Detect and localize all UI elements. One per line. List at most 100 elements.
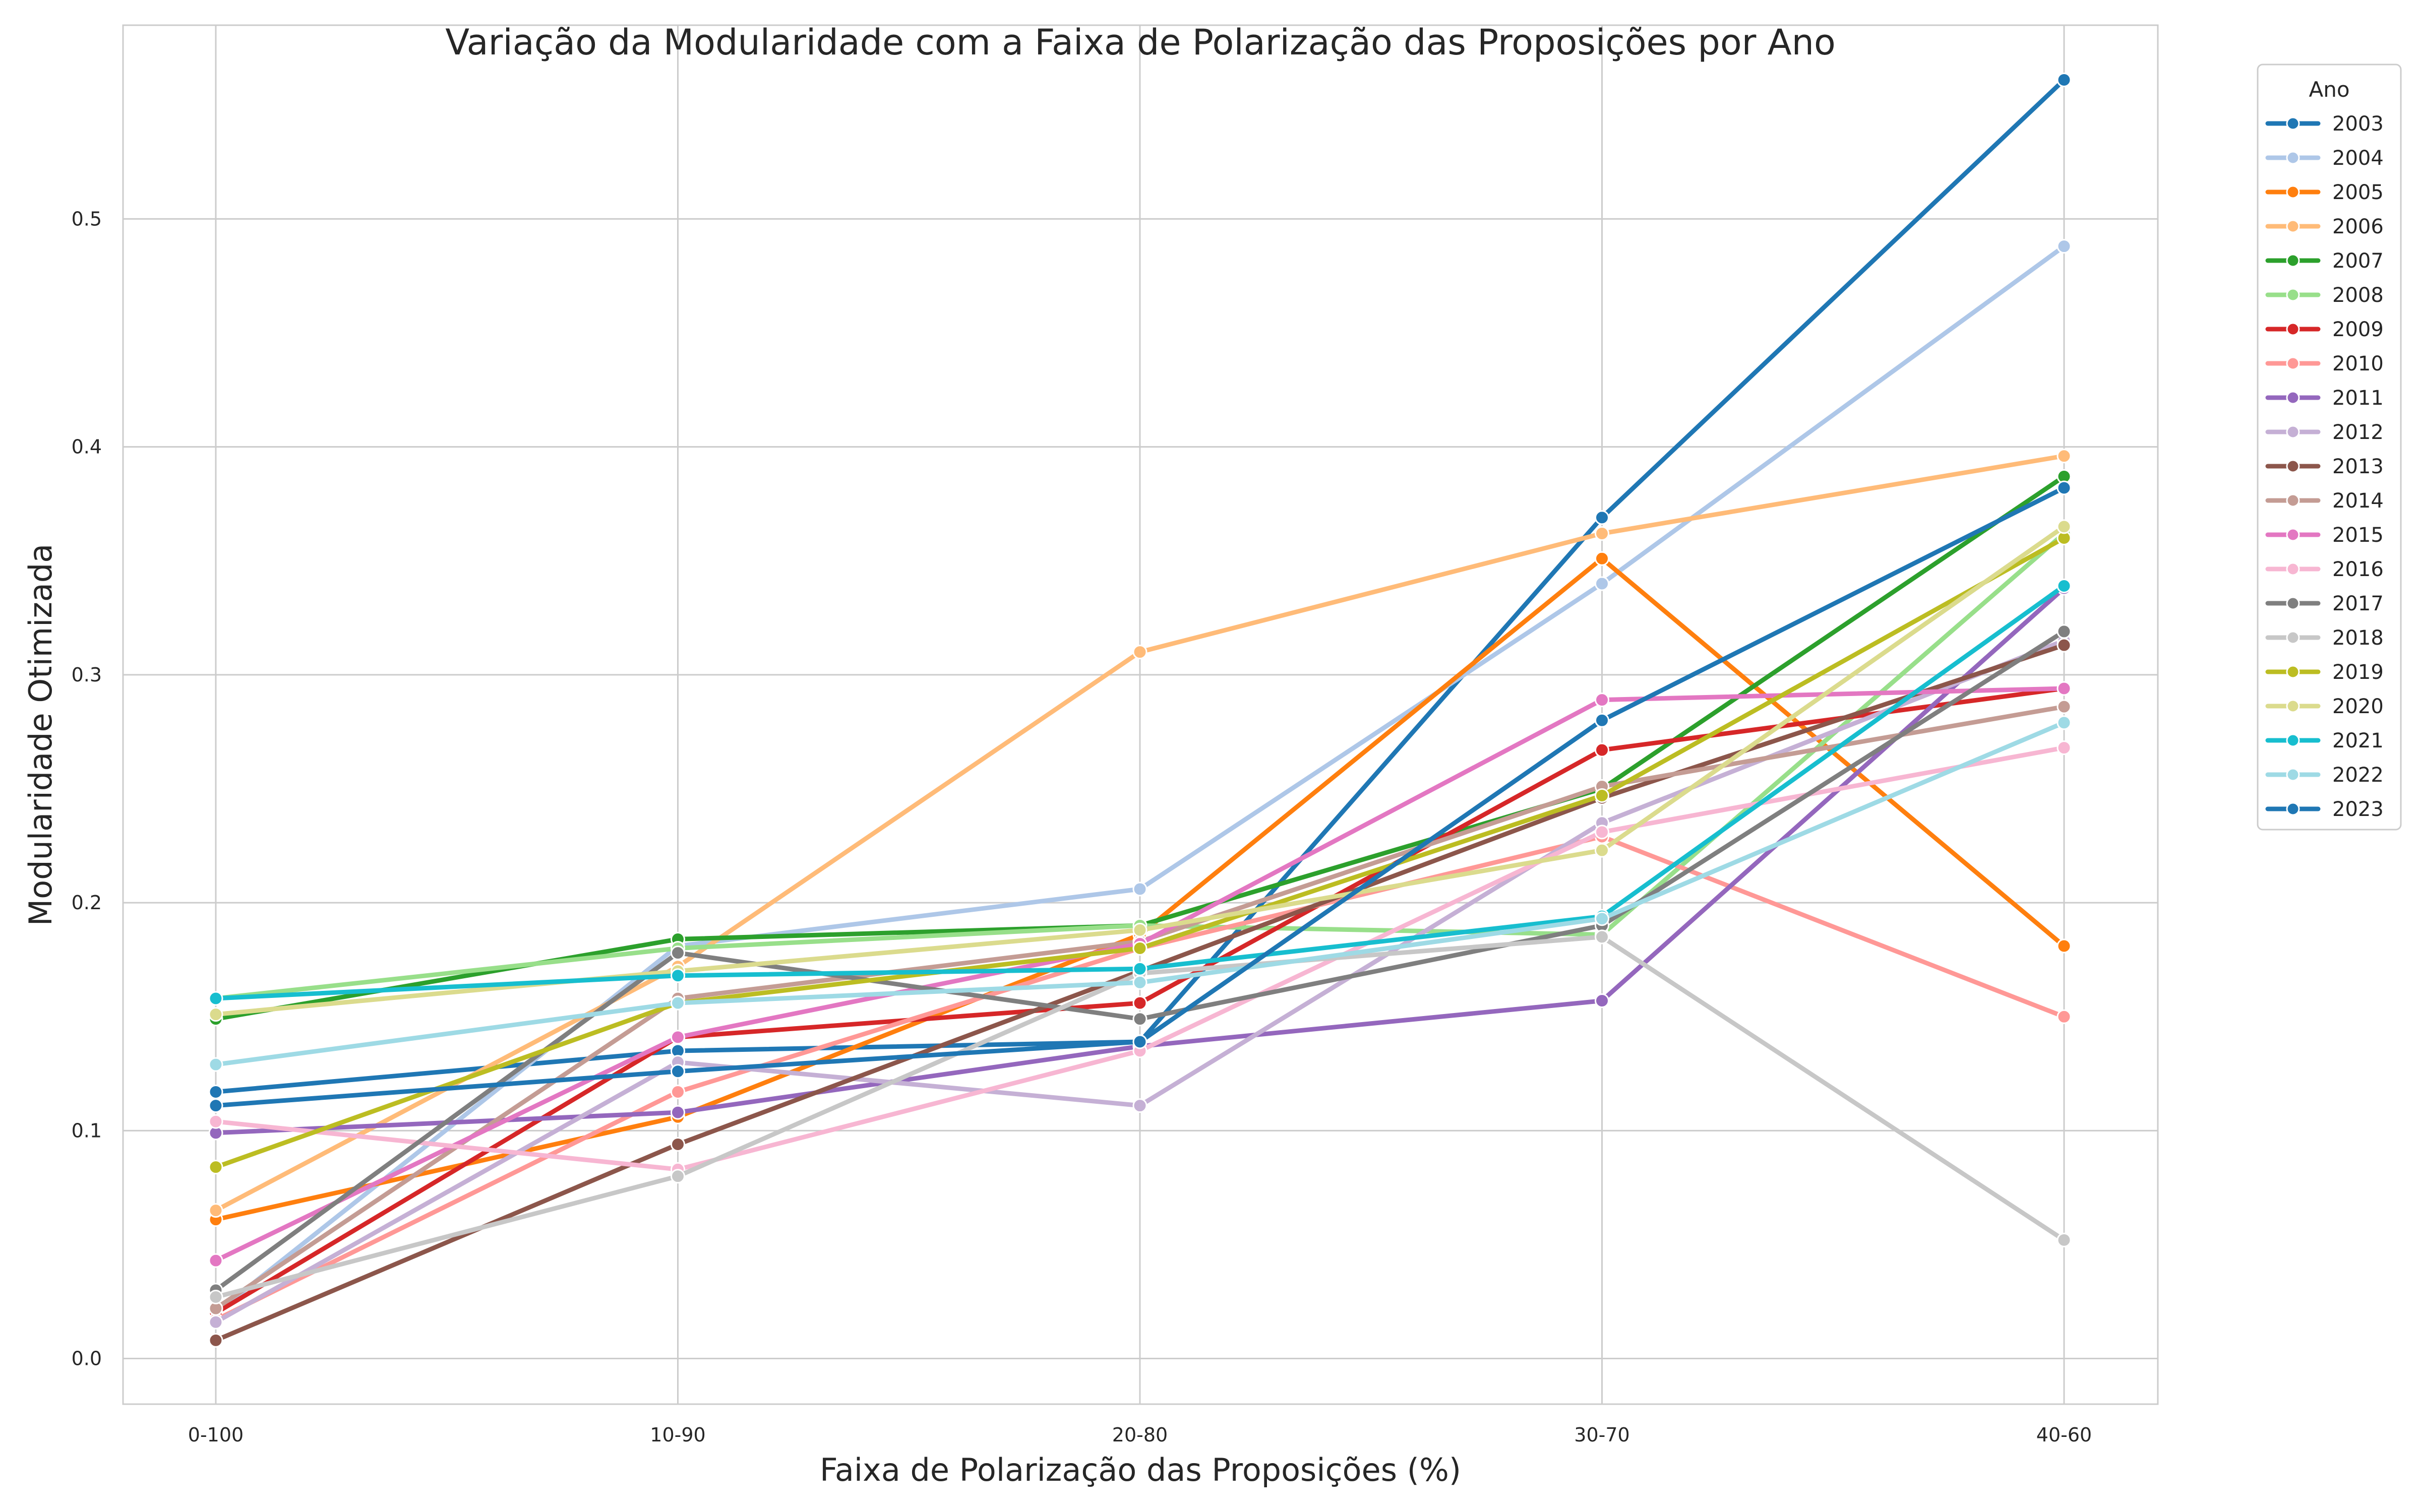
data-point — [208, 1114, 223, 1129]
legend-item: 2021 — [2265, 729, 2384, 752]
data-point — [671, 968, 685, 983]
data-point — [1132, 1098, 1147, 1113]
legend-marker — [2286, 493, 2300, 508]
data-point — [2056, 681, 2072, 696]
data-point — [1595, 825, 1609, 840]
legend-label: 2020 — [2332, 695, 2384, 718]
y-tick-label: 0.3 — [72, 664, 102, 686]
legend-label: 2012 — [2332, 421, 2384, 444]
legend-label: 2016 — [2332, 558, 2384, 581]
data-point — [1132, 645, 1147, 660]
data-point — [2056, 578, 2072, 593]
legend-label: 2014 — [2332, 489, 2384, 513]
y-axis-title: Modularidade Otimizada — [22, 544, 59, 926]
legend-item: 2003 — [2265, 112, 2384, 136]
data-point — [208, 1057, 223, 1072]
legend-marker — [2286, 185, 2300, 199]
legend-item: 2012 — [2265, 421, 2384, 444]
data-point — [671, 946, 685, 961]
series-2023 — [208, 480, 2072, 1113]
data-point — [2056, 519, 2072, 534]
data-point — [671, 1137, 685, 1152]
legend-label: 2013 — [2332, 455, 2384, 478]
data-point — [208, 1333, 223, 1348]
data-point — [1595, 713, 1609, 728]
legend-marker — [2286, 699, 2300, 713]
legend-title: Ano — [2309, 77, 2349, 102]
data-point — [1595, 843, 1609, 858]
legend-label: 2010 — [2332, 352, 2384, 375]
legend-label: 2023 — [2332, 798, 2384, 821]
series-lines — [208, 73, 2072, 1348]
legend-marker — [2286, 802, 2300, 816]
data-point — [671, 1064, 685, 1079]
data-point — [1132, 961, 1147, 976]
legend-item: 2010 — [2265, 352, 2384, 375]
data-point — [671, 1105, 685, 1120]
y-tick-label: 0.4 — [72, 436, 102, 458]
legend-label: 2007 — [2332, 249, 2384, 273]
data-point — [208, 1098, 223, 1113]
legend-item: 2017 — [2265, 592, 2384, 615]
legend-label: 2021 — [2332, 729, 2384, 752]
data-point — [1595, 576, 1609, 591]
legend-item: 2013 — [2265, 455, 2384, 478]
legend-marker — [2286, 665, 2300, 679]
legend-item: 2023 — [2265, 798, 2384, 821]
data-point — [2056, 239, 2072, 254]
y-tick-label: 0.0 — [72, 1348, 102, 1370]
data-point — [208, 1007, 223, 1022]
data-point — [2056, 449, 2072, 464]
data-point — [1595, 788, 1609, 803]
data-point — [2056, 740, 2072, 755]
data-point — [1595, 510, 1609, 525]
y-tick-label: 0.2 — [72, 892, 102, 914]
legend-item: 2015 — [2265, 524, 2384, 547]
legend-marker — [2286, 733, 2300, 747]
series-2020 — [208, 519, 2072, 1022]
x-tick-label: 40-60 — [2036, 1424, 2092, 1446]
legend-items: 2003 2004 2005 2006 2007 2008 2009 2010 2011 2012… — [2265, 112, 2384, 821]
legend-label: 2005 — [2332, 181, 2384, 204]
legend-label: 2015 — [2332, 524, 2384, 547]
x-tick-label: 20-80 — [1112, 1424, 1168, 1446]
data-point — [1132, 1034, 1147, 1049]
data-point — [1595, 526, 1609, 541]
x-tick-label: 10-90 — [650, 1424, 705, 1446]
legend-marker — [2286, 219, 2300, 233]
data-point — [208, 1160, 223, 1175]
y-tick-label: 0.1 — [72, 1119, 102, 1142]
data-point — [2056, 699, 2072, 714]
legend-marker — [2286, 116, 2300, 131]
data-point — [1132, 881, 1147, 897]
data-point — [2056, 73, 2072, 88]
legend-item: 2006 — [2265, 215, 2384, 238]
data-point — [2056, 1009, 2072, 1024]
legend-marker — [2286, 151, 2300, 165]
tick-labels: 0-100 10-90 20-80 30-70 40-60 0.0 0.1 0.2 0.3 0.4… — [72, 208, 2092, 1446]
data-point — [1132, 1012, 1147, 1027]
legend-label: 2003 — [2332, 112, 2384, 136]
legend: Ano 2003 2004 2005 2006 2007 2008 2009 2010 2011… — [2257, 64, 2402, 831]
data-point — [208, 1253, 223, 1268]
legend-marker — [2286, 391, 2300, 405]
legend-marker — [2286, 596, 2300, 610]
legend-item: 2009 — [2265, 318, 2384, 341]
data-point — [671, 995, 685, 1011]
legend-marker — [2286, 768, 2300, 782]
legend-marker — [2286, 356, 2300, 370]
legend-label: 2008 — [2332, 284, 2384, 307]
legend-marker — [2286, 254, 2300, 268]
data-point — [208, 991, 223, 1006]
legend-marker — [2286, 322, 2300, 336]
data-point — [2056, 938, 2072, 954]
legend-item: 2008 — [2265, 284, 2384, 307]
legend-label: 2017 — [2332, 592, 2384, 615]
legend-label: 2009 — [2332, 318, 2384, 341]
legend-item: 2022 — [2265, 764, 2384, 787]
legend-item: 2005 — [2265, 181, 2384, 204]
legend-label: 2018 — [2332, 626, 2384, 650]
data-point — [2056, 624, 2072, 639]
